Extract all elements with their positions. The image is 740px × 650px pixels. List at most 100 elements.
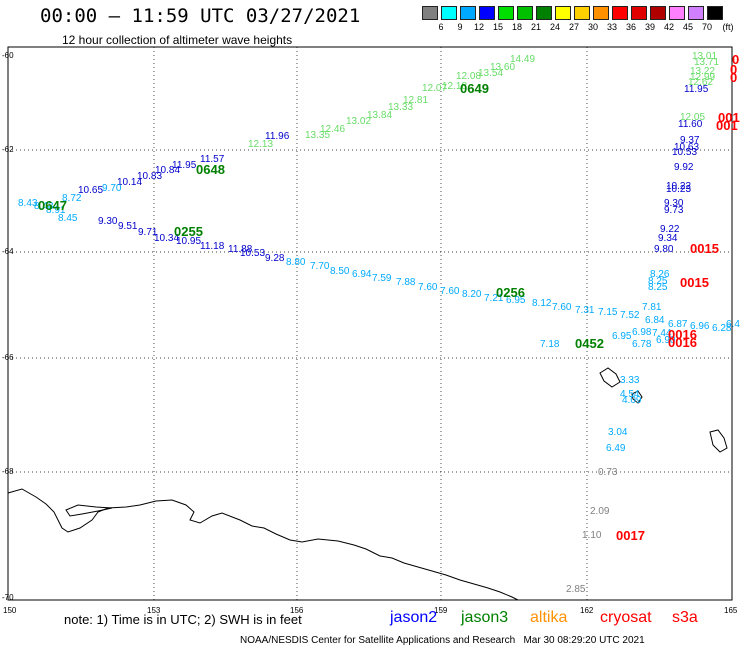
wave-height-label: 13.35 (305, 130, 331, 141)
legend-label: 9 (457, 22, 463, 32)
legend-label: 27 (568, 22, 579, 32)
wave-height-label: 8.91 (46, 205, 66, 216)
wave-height-label: 4.09 (622, 395, 642, 406)
wave-height-label: 8.26 (650, 269, 670, 280)
wave-height-label: 9.71 (138, 227, 158, 238)
satellite-jason3: jason3 (461, 609, 509, 626)
lat-tick: -64 (2, 247, 14, 256)
wave-height-label: 12.18 (442, 81, 468, 92)
satellite-s3a: s3a (672, 609, 698, 626)
wave-height-label: 10.53 (240, 248, 266, 259)
wave-height-label: 8.25 (648, 276, 668, 287)
pass-time-label: 001 (718, 110, 740, 125)
legend-swatch (688, 6, 704, 20)
wave-height-label: 8.72 (62, 193, 82, 204)
legend-label: 18 (511, 22, 522, 32)
legend-swatch (555, 6, 571, 20)
legend-label: 39 (644, 22, 655, 32)
wave-height-label: 12.08 (456, 71, 482, 82)
pass-time-label: 0648 (196, 162, 225, 177)
wave-height-label: 12.62 (688, 77, 714, 88)
page-subtitle: 12 hour collection of altimeter wave hei… (62, 33, 293, 47)
wave-height-label: 10.22 (666, 181, 692, 192)
island-a (599, 367, 621, 388)
wave-height-label: 4.54 (620, 389, 640, 400)
wave-height-label: 9.80 (654, 244, 674, 255)
wave-height-label: 10.34 (154, 233, 180, 244)
legend-label: 24 (549, 22, 560, 32)
pass-time-label: 0 (730, 62, 738, 77)
wave-height-label: 8.43 (34, 201, 54, 212)
wave-height-label: 7.21 (484, 293, 504, 304)
lat-tick: -70 (2, 593, 14, 602)
pass-time-label: 0256 (496, 285, 525, 300)
wave-height-label: 12.99 (690, 72, 716, 83)
wave-height-label: 8.25 (648, 282, 668, 293)
lon-tick: 159 (434, 606, 448, 615)
wave-height-label: 13.84 (367, 110, 393, 121)
wave-height-label: 6.95 (506, 295, 526, 306)
lon-tick: 153 (147, 606, 161, 615)
credit-line: NOAA/NESDIS Center for Satellite Applica… (240, 635, 645, 646)
wave-height-label: 12.07 (422, 83, 448, 94)
pass-time-label: 0015 (680, 275, 709, 290)
legend-label: 33 (606, 22, 617, 32)
lat-tick: -66 (2, 353, 14, 362)
legend-swatch (498, 6, 514, 20)
wave-height-label: 8.12 (532, 298, 552, 309)
wave-height-label: 6.98 (632, 327, 652, 338)
pass-time-label: 0452 (575, 336, 604, 351)
legend-label: 70 (701, 22, 712, 32)
legend-swatch (479, 6, 495, 20)
map-frame (7, 46, 733, 601)
legend-swatch (574, 6, 590, 20)
legend-swatch (707, 6, 723, 20)
wave-height-label: 10.63 (674, 142, 700, 153)
peninsula-outline (65, 504, 113, 517)
pass-time-label: 0 (730, 70, 738, 85)
pass-time-label: 0255 (174, 224, 203, 239)
wave-height-label: 12.13 (248, 139, 274, 150)
wave-height-label: 1.10 (582, 530, 602, 541)
legend-swatch (422, 6, 438, 20)
island-c (709, 429, 728, 453)
legend-label: 15 (492, 22, 503, 32)
wave-height-label: 13.02 (346, 116, 372, 127)
legend-label: 45 (682, 22, 693, 32)
wave-height-label: 8.43 (18, 198, 38, 209)
wave-height-label: 10.14 (117, 177, 143, 188)
wave-height-label: 12.05 (680, 112, 706, 123)
wave-height-label: 13.01 (692, 51, 718, 62)
wave-height-label: 9.92 (674, 162, 694, 173)
wave-height-label: 7.60 (440, 286, 460, 297)
wave-height-label: 7.15 (598, 307, 618, 318)
wave-height-label: 8.80 (286, 257, 306, 268)
wave-height-label: 12.46 (320, 124, 346, 135)
wave-height-label: 6.94 (352, 269, 372, 280)
wave-height-label: 9.34 (658, 233, 678, 244)
wave-height-label: 8.45 (58, 213, 78, 224)
pass-time-label: 0017 (616, 528, 645, 543)
wave-height-label: 6.90 (656, 335, 676, 346)
wave-height-label: 11.95 (172, 160, 197, 171)
wave-height-label: 11.88 (228, 244, 253, 255)
wave-height-label: 8.50 (330, 266, 350, 277)
wave-height-label: 8.20 (462, 289, 482, 300)
wave-height-label: 3.33 (620, 375, 640, 386)
wave-height-label: 7.60 (552, 302, 572, 313)
wave-height-label: 11.96 (265, 131, 290, 142)
legend-label: 42 (663, 22, 674, 32)
lat-tick: -60 (2, 51, 14, 60)
legend-unit: (ft) (722, 22, 734, 32)
legend-swatch (650, 6, 666, 20)
wave-height-label: 13.71 (694, 57, 720, 68)
wave-height-label: 2.09 (590, 506, 610, 517)
wave-height-label: 7.88 (396, 277, 416, 288)
wave-height-label: 2.85 (566, 584, 586, 595)
legend-swatch (441, 6, 457, 20)
legend-swatch (536, 6, 552, 20)
legend-label: 30 (587, 22, 598, 32)
wave-height-label: 7.70 (310, 261, 330, 272)
wave-height-label: 7.81 (642, 302, 662, 313)
